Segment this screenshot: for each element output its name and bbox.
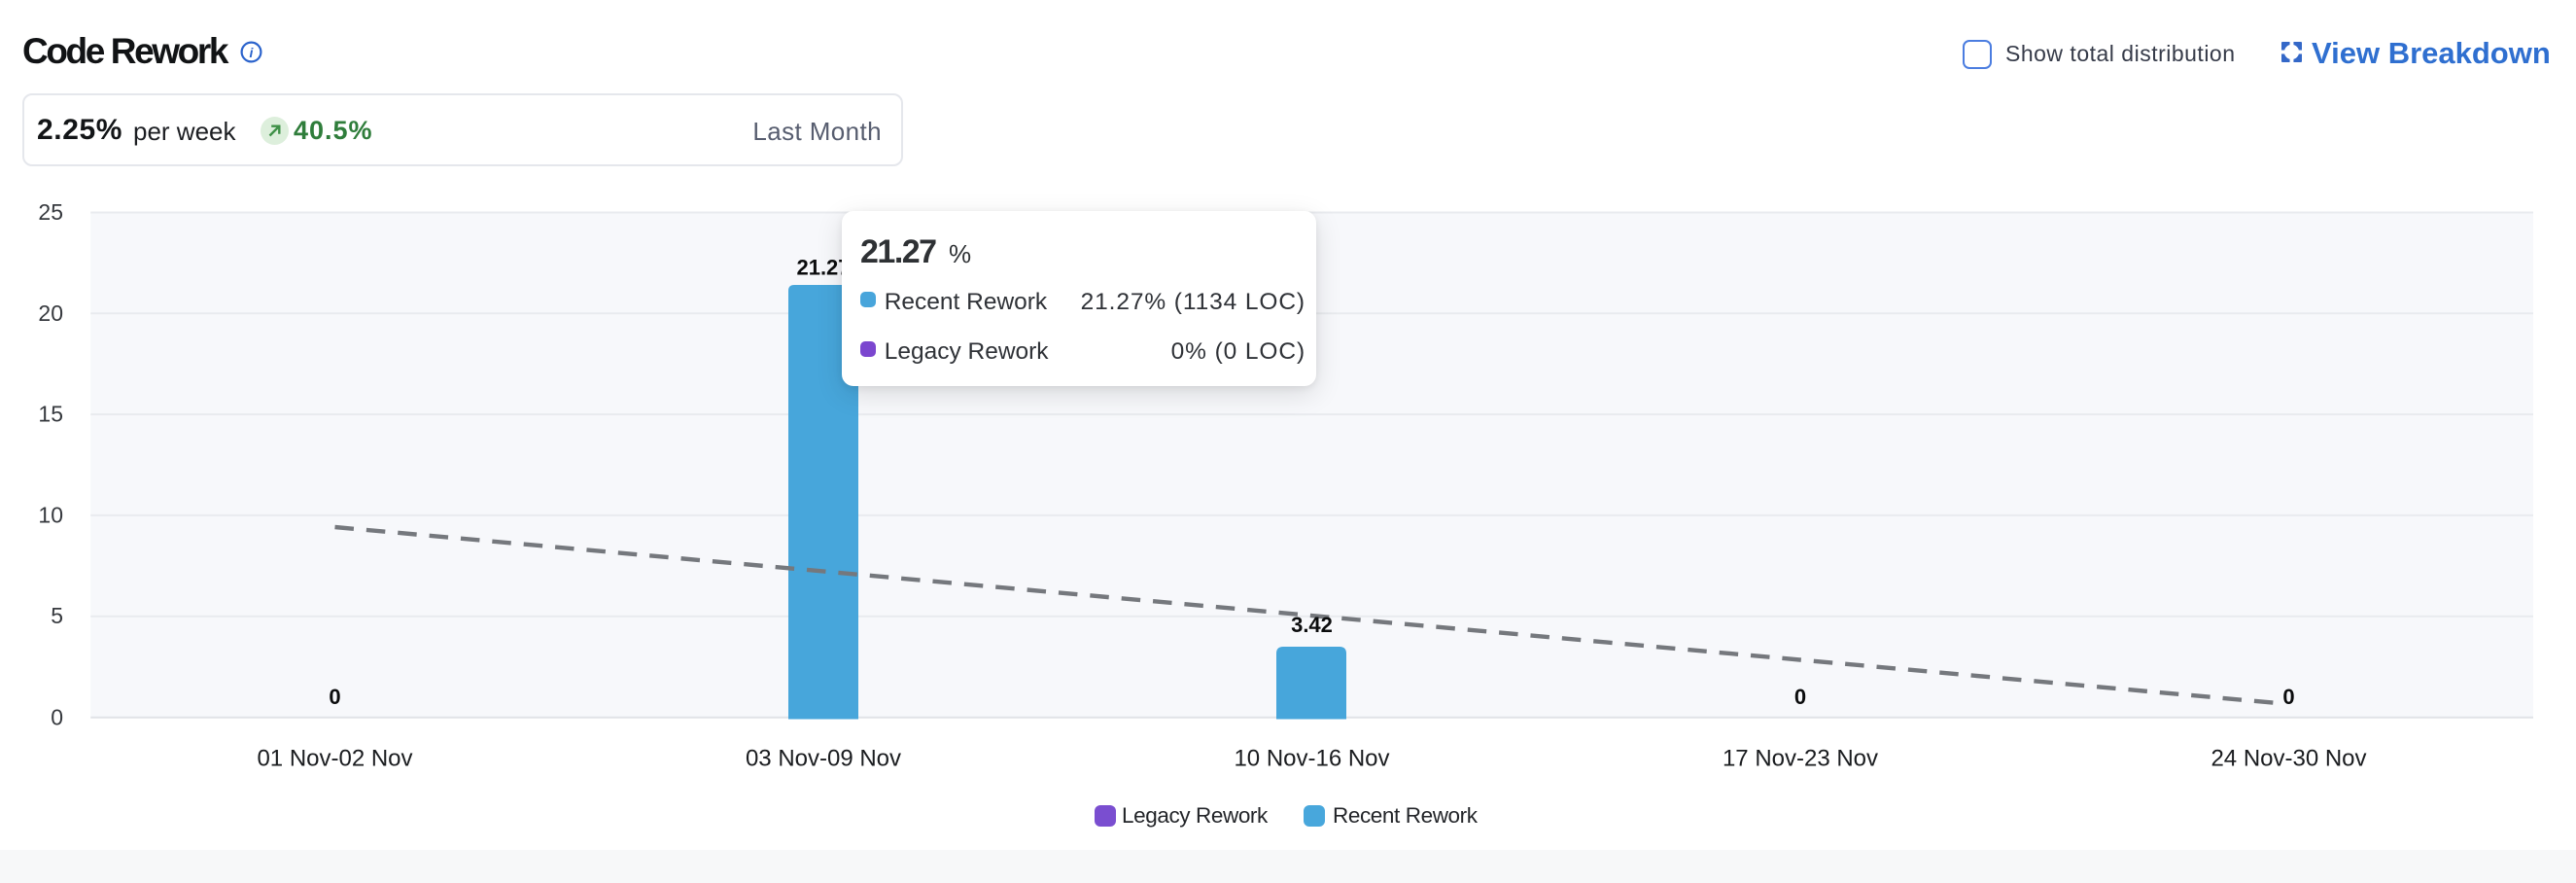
svg-text:21.27: 21.27 [796,256,850,280]
svg-text:10 Nov-16 Nov: 10 Nov-16 Nov [1234,745,1389,771]
svg-text:15: 15 [38,402,63,427]
svg-text:0: 0 [2282,685,2294,709]
svg-text:0: 0 [51,704,63,729]
svg-text:25: 25 [38,199,63,225]
svg-text:24 Nov-30 Nov: 24 Nov-30 Nov [2210,745,2366,771]
svg-text:20: 20 [38,300,63,326]
svg-text:0: 0 [329,685,340,709]
svg-text:i: i [250,45,255,60]
svg-text:03 Nov-09 Nov: 03 Nov-09 Nov [746,745,901,771]
svg-text:0: 0 [1794,685,1806,709]
svg-text:01 Nov-02 Nov: 01 Nov-02 Nov [257,745,412,771]
svg-text:17 Nov-23 Nov: 17 Nov-23 Nov [1723,745,1878,771]
svg-text:10: 10 [38,502,63,527]
svg-text:3.42: 3.42 [1291,613,1333,637]
svg-text:5: 5 [51,603,63,628]
